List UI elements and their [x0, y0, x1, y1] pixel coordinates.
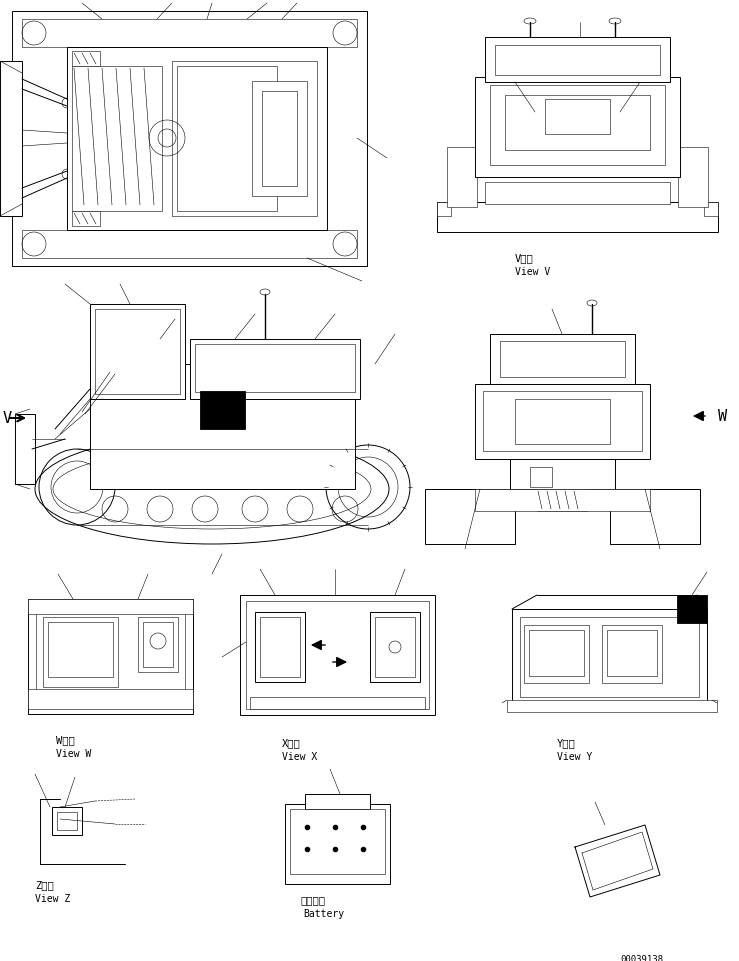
- Bar: [72, 211, 100, 227]
- Bar: [677, 596, 707, 624]
- Bar: [252, 82, 307, 197]
- Bar: [143, 623, 173, 667]
- Bar: [67, 48, 327, 231]
- Bar: [607, 630, 657, 677]
- Text: View Z: View Z: [35, 893, 70, 903]
- Bar: [48, 623, 113, 678]
- Bar: [495, 46, 660, 76]
- Bar: [512, 609, 707, 707]
- Bar: [610, 489, 700, 545]
- Text: View W: View W: [56, 749, 91, 758]
- Bar: [515, 400, 610, 445]
- Bar: [447, 148, 477, 208]
- Text: View V: View V: [515, 267, 551, 277]
- Bar: [475, 78, 680, 178]
- Bar: [500, 342, 625, 378]
- Bar: [72, 52, 100, 67]
- Bar: [246, 602, 429, 709]
- Text: 00039138: 00039138: [620, 954, 663, 961]
- Text: V: V: [3, 410, 12, 426]
- Bar: [12, 12, 367, 267]
- Bar: [28, 600, 193, 614]
- Bar: [43, 617, 118, 687]
- Bar: [490, 334, 635, 384]
- Bar: [52, 807, 82, 835]
- Bar: [704, 203, 718, 217]
- Text: View Y: View Y: [557, 752, 592, 761]
- Bar: [437, 203, 451, 217]
- Bar: [195, 345, 355, 393]
- Bar: [483, 391, 642, 452]
- Text: X　視: X 視: [282, 737, 301, 748]
- Bar: [255, 612, 305, 682]
- Bar: [370, 612, 420, 682]
- Bar: [57, 812, 77, 830]
- Bar: [510, 459, 615, 489]
- Bar: [177, 67, 277, 211]
- Bar: [530, 467, 552, 487]
- Text: V　視: V 視: [515, 253, 534, 262]
- Bar: [545, 100, 610, 135]
- Bar: [375, 617, 415, 678]
- Bar: [475, 489, 650, 511]
- Bar: [28, 600, 193, 714]
- Bar: [678, 148, 708, 208]
- Text: Z　視: Z 視: [35, 879, 54, 889]
- Bar: [138, 617, 178, 673]
- Bar: [28, 689, 193, 709]
- Bar: [529, 630, 584, 677]
- Bar: [22, 20, 357, 48]
- Bar: [172, 62, 317, 217]
- Bar: [537, 489, 587, 511]
- Bar: [507, 701, 717, 712]
- Text: Battery: Battery: [303, 908, 344, 918]
- Bar: [475, 384, 650, 459]
- Bar: [425, 489, 515, 545]
- Bar: [90, 364, 355, 489]
- Text: W　視: W 視: [56, 734, 75, 744]
- Bar: [524, 626, 589, 683]
- Bar: [22, 231, 357, 259]
- Bar: [437, 203, 718, 233]
- Bar: [285, 804, 390, 884]
- Bar: [190, 339, 360, 400]
- Text: バッテリ: バッテリ: [300, 894, 325, 904]
- Text: Y　視: Y 視: [557, 737, 576, 748]
- Bar: [485, 183, 670, 205]
- Bar: [250, 698, 425, 709]
- Bar: [90, 305, 185, 400]
- Bar: [0, 62, 22, 217]
- Bar: [520, 617, 699, 698]
- Bar: [15, 414, 35, 484]
- Text: View X: View X: [282, 752, 317, 761]
- Bar: [36, 607, 185, 704]
- Bar: [602, 626, 662, 683]
- Bar: [240, 596, 435, 715]
- Bar: [262, 92, 297, 186]
- Text: W: W: [718, 408, 727, 424]
- Bar: [305, 794, 370, 809]
- Bar: [490, 86, 665, 166]
- Bar: [200, 391, 245, 430]
- Bar: [72, 67, 162, 211]
- Bar: [290, 809, 385, 875]
- Bar: [260, 617, 300, 678]
- Bar: [505, 96, 650, 151]
- Bar: [95, 309, 180, 395]
- Bar: [485, 38, 670, 83]
